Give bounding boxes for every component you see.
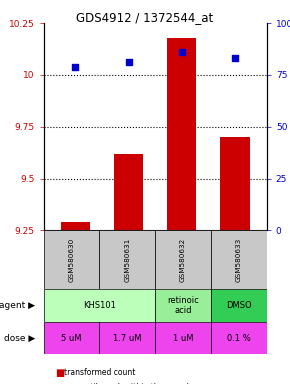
Bar xyxy=(99,230,155,289)
Bar xyxy=(155,322,211,354)
Bar xyxy=(44,322,99,354)
Text: DMSO: DMSO xyxy=(226,301,252,310)
Bar xyxy=(211,289,267,322)
Bar xyxy=(114,154,143,230)
Text: GSM580632: GSM580632 xyxy=(180,238,186,282)
Text: ■: ■ xyxy=(55,368,64,378)
Bar xyxy=(44,230,99,289)
Point xyxy=(126,60,131,66)
Text: KHS101: KHS101 xyxy=(83,301,116,310)
Text: 1 uM: 1 uM xyxy=(173,334,193,343)
Text: transformed count: transformed count xyxy=(64,368,135,377)
Point xyxy=(73,63,78,70)
Bar xyxy=(155,230,211,289)
Text: retinoic
acid: retinoic acid xyxy=(167,296,199,315)
Text: agent ▶: agent ▶ xyxy=(0,301,35,310)
Text: 5 uM: 5 uM xyxy=(61,334,82,343)
Bar xyxy=(61,222,90,230)
Text: dose ▶: dose ▶ xyxy=(3,334,35,343)
Bar xyxy=(211,322,267,354)
Bar xyxy=(44,289,155,322)
Bar xyxy=(155,289,211,322)
Bar xyxy=(167,38,196,230)
Text: 1.7 uM: 1.7 uM xyxy=(113,334,142,343)
Text: GSM580633: GSM580633 xyxy=(236,238,242,282)
Text: GSM580631: GSM580631 xyxy=(124,238,130,282)
Text: ■: ■ xyxy=(55,383,64,384)
Point xyxy=(180,49,184,55)
Text: GDS4912 / 1372544_at: GDS4912 / 1372544_at xyxy=(76,12,214,25)
Bar xyxy=(220,137,249,230)
Text: percentile rank within the sample: percentile rank within the sample xyxy=(64,383,193,384)
Point xyxy=(233,55,237,61)
Bar xyxy=(99,322,155,354)
Text: 0.1 %: 0.1 % xyxy=(227,334,251,343)
Bar xyxy=(211,230,267,289)
Text: GSM580630: GSM580630 xyxy=(68,238,75,282)
